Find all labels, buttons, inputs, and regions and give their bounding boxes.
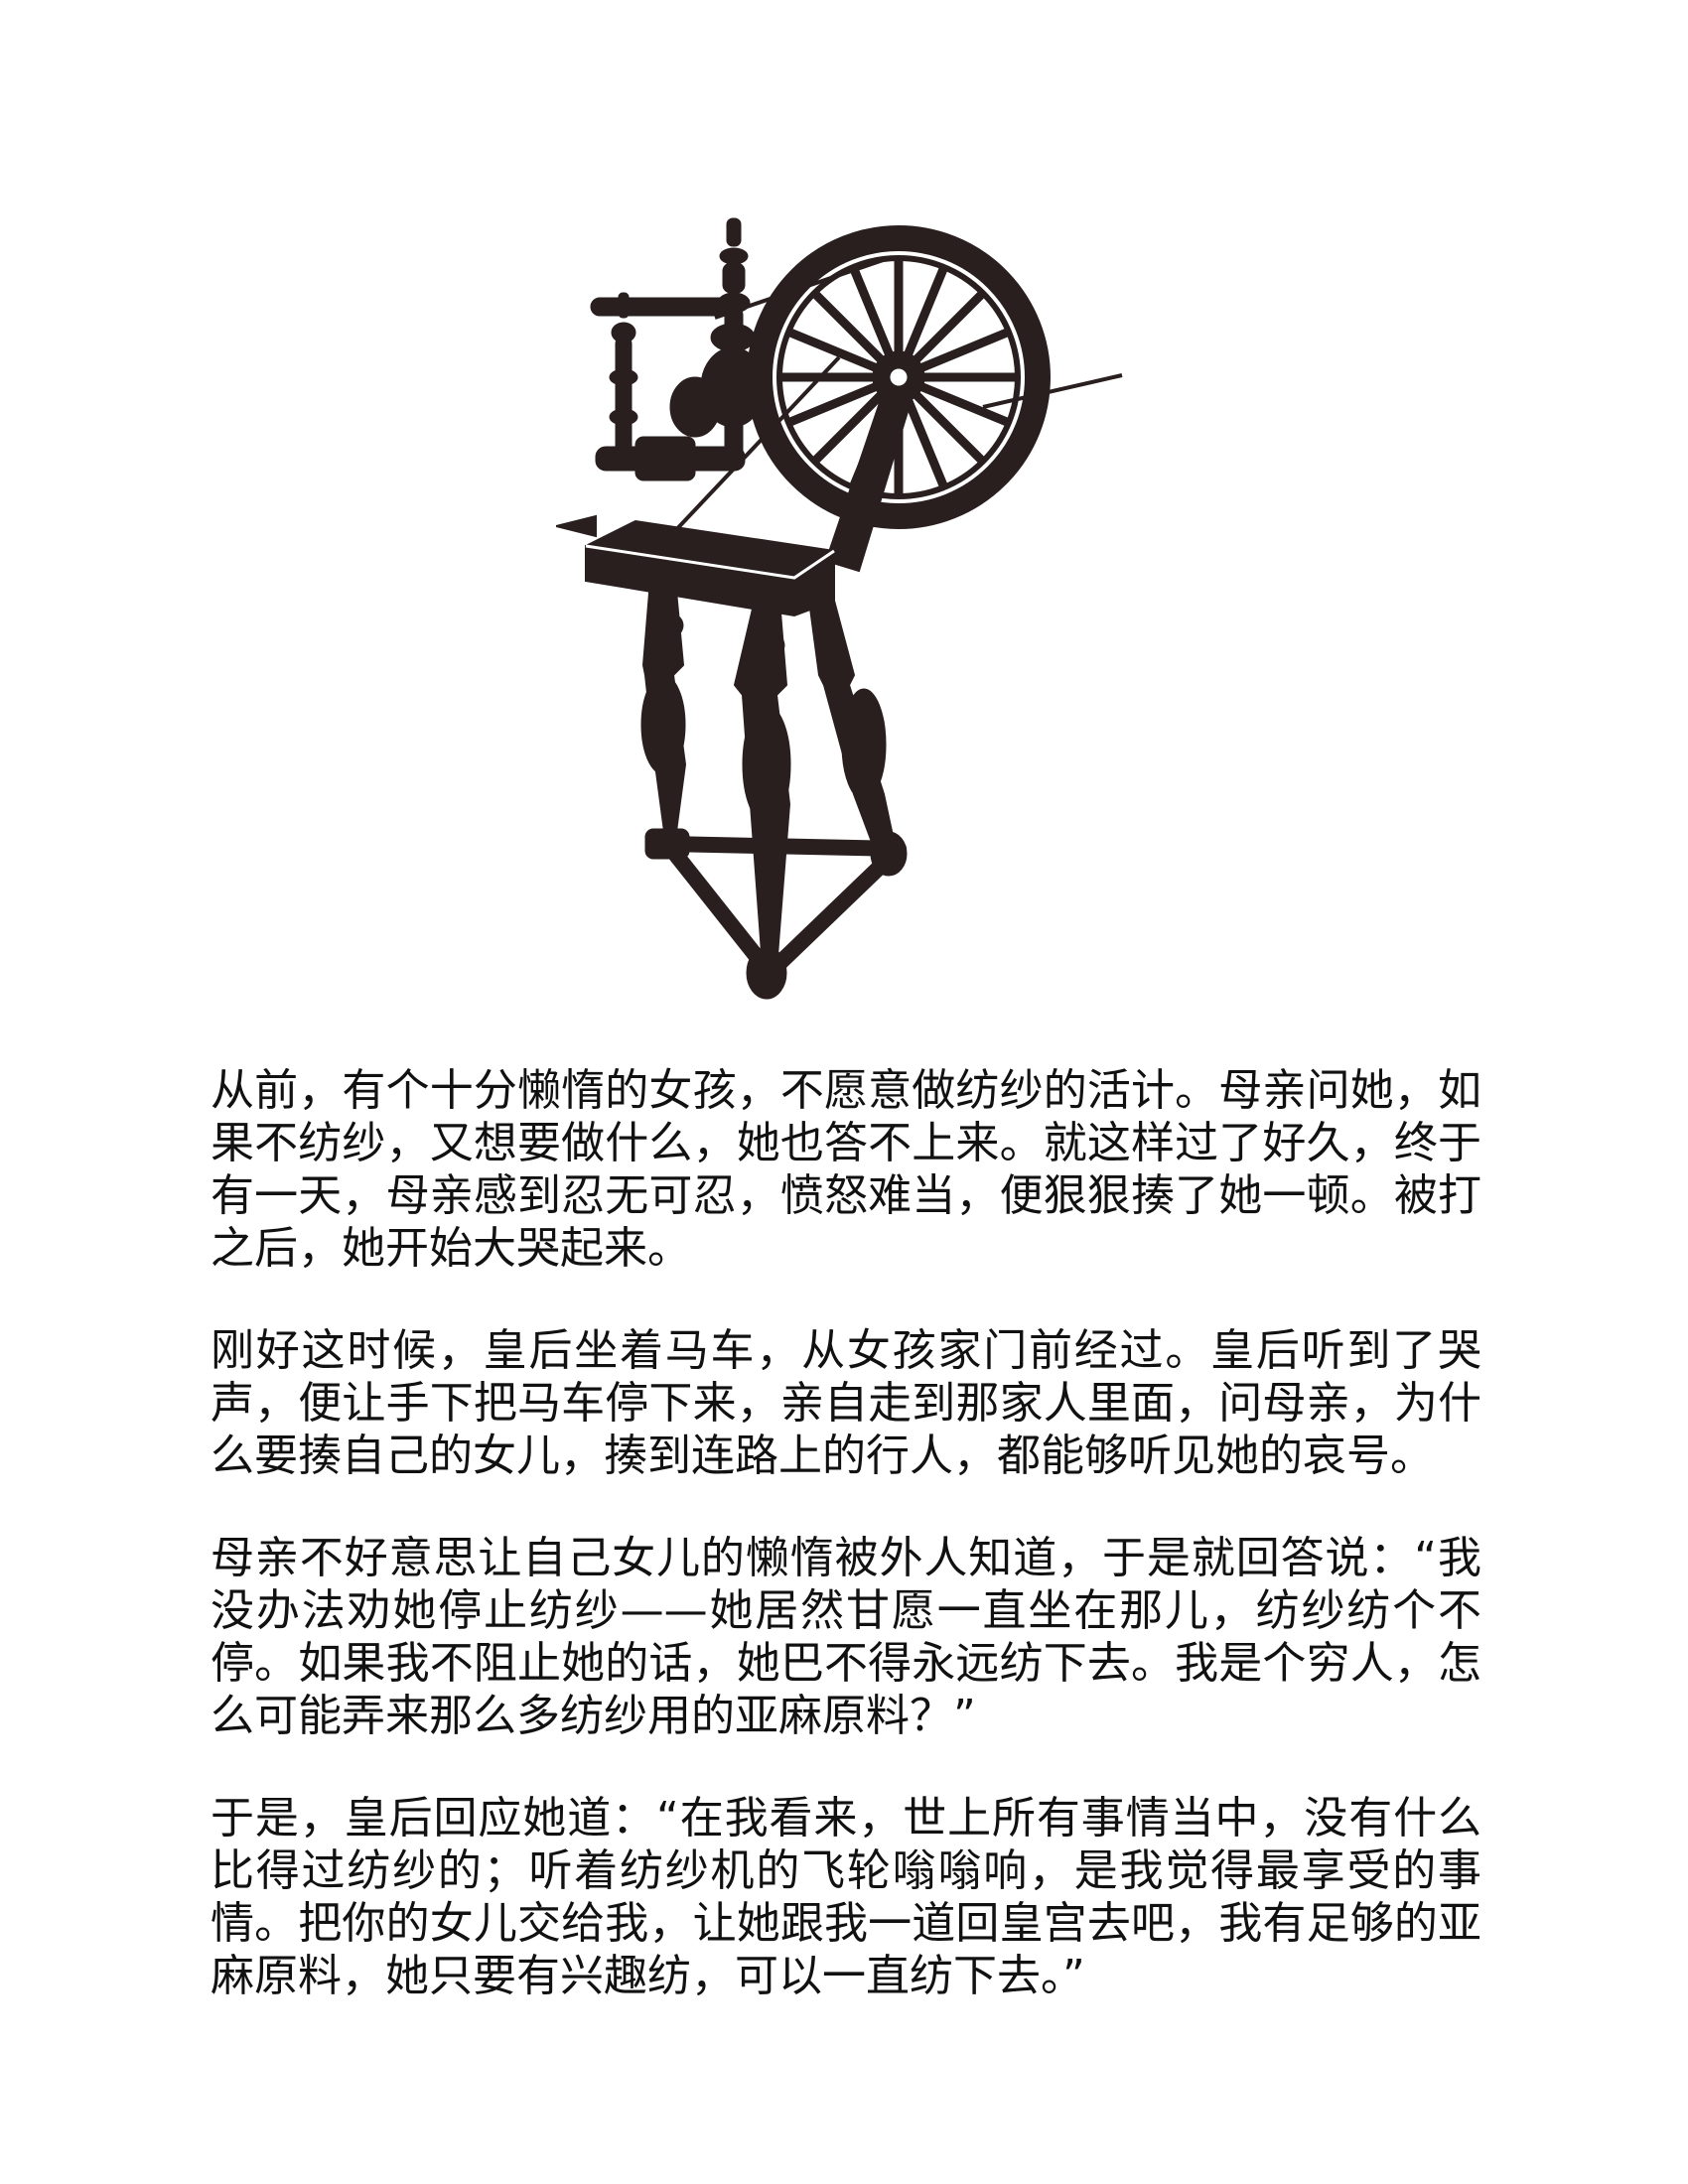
story-paragraph-3: 母亲不好意思让自己女儿的懒惰被外人知道，于是就回答说：“我没办法劝她停止纺纱——… [211,1533,1481,1741]
story-paragraph-4: 于是，皇后回应她道：“在我看来，世上所有事情当中，没有什么比得过纺纱的；听着纺纱… [211,1793,1481,2001]
story-paragraph-2: 刚好这时候，皇后坐着马车，从女孩家门前经过。皇后听到了哭声，便让手下把马车停下来… [211,1325,1481,1481]
spinning-wheel-illustration [556,208,1132,1023]
spinning-wheel-icon [556,217,1123,1000]
story-text: 从前，有个十分懒惰的女孩，不愿意做纺纱的活计。母亲问她，如果不纺纱，又想要做什么… [211,1064,1481,2052]
story-paragraph-1: 从前，有个十分懒惰的女孩，不愿意做纺纱的活计。母亲问她，如果不纺纱，又想要做什么… [211,1065,1481,1274]
